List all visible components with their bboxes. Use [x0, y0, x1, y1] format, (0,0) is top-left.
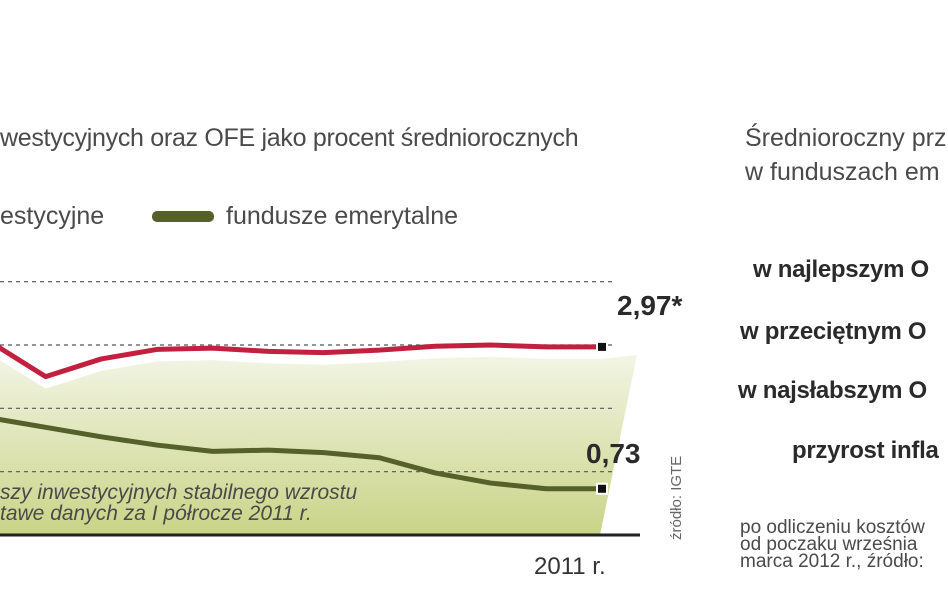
right-row-average: w przeciętnym O: [740, 318, 927, 345]
source-label: źródło: IGTE: [668, 455, 685, 540]
x-tick-label: 2011 r.: [534, 553, 606, 580]
right-title-line-2: w funduszach em: [745, 158, 940, 186]
end-label-investment: 2,97*: [617, 290, 683, 321]
chart-note-line-2: tawe danych za I półrocze 2011 r.: [0, 502, 312, 525]
end-marker-investment: [596, 340, 608, 353]
end-markers: [596, 340, 608, 495]
series-line-pension: [0, 417, 605, 492]
gridlines: [0, 281, 612, 473]
right-title-line-1: Średnioroczny prz: [745, 124, 947, 152]
legend-label-investment: estycyjne: [0, 202, 105, 230]
right-footnote-line-1: po odliczeniu kosztów: [740, 517, 925, 538]
series-lines: [0, 342, 605, 492]
legend-swatch-pension: [152, 211, 214, 222]
legend-label-pension: fundusze emerytalne: [226, 202, 459, 230]
right-row-best: w najlepszym O: [753, 256, 929, 283]
area-fill: [0, 354, 637, 535]
end-marker-pension: [596, 482, 608, 495]
chart-subtitle: westycyjnych oraz OFE jako procent średn…: [0, 124, 579, 152]
right-row-inflation: przyrost infla: [792, 437, 939, 464]
chart-area-fill: [0, 354, 637, 535]
series-line-investment: [0, 342, 605, 380]
end-label-pension: 0,73: [586, 438, 641, 469]
chart-note-line-1: szy inwestycyjnych stabilnego wzrostu: [0, 481, 358, 504]
right-footnote-line-3: marca 2012 r., źródło:: [740, 551, 924, 572]
right-footnote-line-2: od poczaku września: [740, 534, 918, 555]
right-row-weakest: w najsłabszym O: [738, 377, 927, 404]
